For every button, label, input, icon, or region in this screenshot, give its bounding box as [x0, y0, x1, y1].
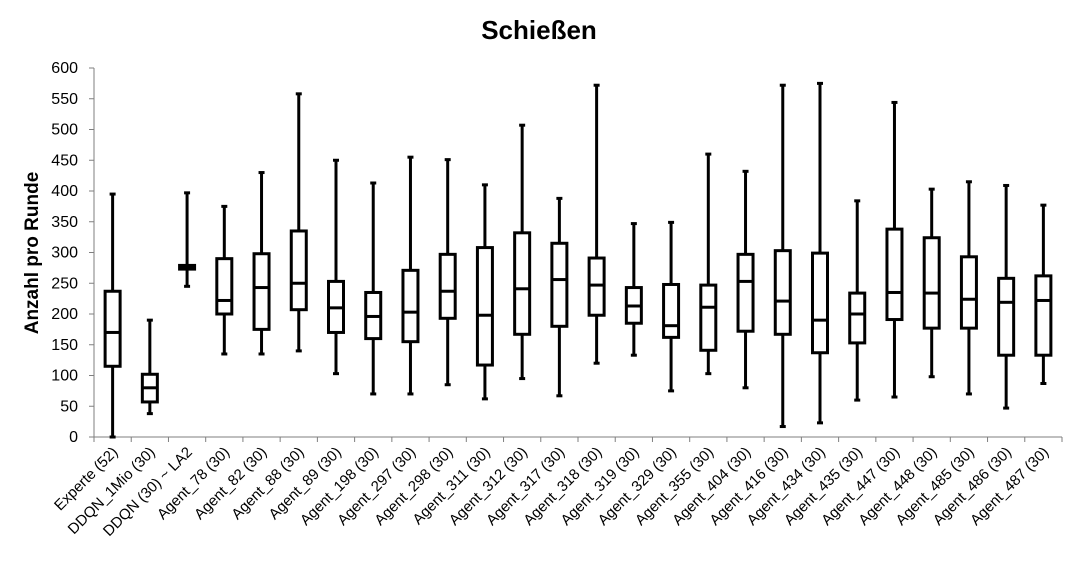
- y-axis: 0 50 100 150 200 250 300 350 400 450 500 550 600: [51, 60, 95, 446]
- box-plot-item: [475, 183, 494, 401]
- box-plot-item: [699, 152, 718, 376]
- box-plot-item: [215, 204, 234, 356]
- iqr-box: [662, 282, 681, 339]
- y-tick-label: 400: [51, 183, 78, 200]
- box-plot-item: [773, 83, 792, 429]
- iqr-box: [289, 229, 308, 312]
- iqr-box: [513, 231, 532, 336]
- y-tick-label: 250: [51, 275, 78, 292]
- iqr-box: [959, 255, 978, 330]
- box-plot-item: [736, 169, 755, 390]
- iqr-box: [773, 249, 792, 336]
- iqr-box: [885, 227, 904, 322]
- box-plot-item: [811, 81, 829, 425]
- box-plot-item: [252, 171, 271, 356]
- y-axis-label: Anzahl pro Runde: [22, 172, 43, 335]
- iqr-box: [587, 256, 606, 317]
- iqr-box: [475, 246, 494, 367]
- x-axis: Experte (52)DDQN_1Mio (30)DDQN (30) ~ LA…: [51, 436, 1063, 540]
- box-plot-item: [140, 318, 159, 416]
- box-plot-item: [587, 83, 606, 365]
- box-plot-item: [513, 123, 532, 381]
- iqr-box: [811, 251, 829, 355]
- y-tick-label: 350: [51, 214, 78, 231]
- chart-title: Schießen: [481, 15, 597, 45]
- box-plot-item: [1034, 203, 1053, 385]
- box-plot-item: [997, 183, 1016, 410]
- box-plot-item: [959, 180, 978, 396]
- boxes-group: [103, 81, 1053, 439]
- box-plot-item: [364, 181, 383, 396]
- y-tick-label: 500: [51, 122, 78, 139]
- box-plot-item: [885, 100, 904, 399]
- y-tick-label: 0: [69, 429, 78, 446]
- iqr-box: [922, 236, 941, 330]
- iqr-box: [848, 291, 867, 345]
- iqr-box: [1034, 274, 1053, 357]
- iqr-box: [736, 252, 755, 333]
- box-plot-item: [178, 191, 197, 288]
- iqr-box: [699, 283, 718, 352]
- box-plot-item: [662, 220, 681, 393]
- y-tick-label: 200: [51, 306, 78, 323]
- iqr-box: [215, 257, 234, 316]
- iqr-box: [401, 268, 420, 344]
- y-tick-label: 600: [51, 60, 78, 77]
- box-plot-item: [289, 92, 308, 353]
- y-tick-label: 150: [51, 337, 78, 354]
- box-plot-item: [327, 158, 345, 376]
- y-tick-label: 300: [51, 245, 78, 262]
- iqr-box: [550, 241, 569, 328]
- y-tick-label: 450: [51, 152, 78, 169]
- iqr-box: [997, 276, 1016, 357]
- iqr-box: [103, 289, 122, 368]
- box-plot-item: [401, 155, 420, 396]
- box-plot-item: [103, 192, 122, 439]
- iqr-box: [252, 252, 271, 331]
- box-plot-item: [848, 199, 867, 402]
- box-plot-item: [438, 158, 457, 387]
- y-tick-label: 100: [51, 368, 78, 385]
- y-tick-label: 550: [51, 91, 78, 108]
- y-tick-label: 50: [60, 398, 78, 415]
- box-plot-item: [624, 222, 643, 357]
- box-plot-item: [922, 187, 941, 379]
- iqr-box: [438, 252, 457, 320]
- box-plot-item: [550, 196, 569, 398]
